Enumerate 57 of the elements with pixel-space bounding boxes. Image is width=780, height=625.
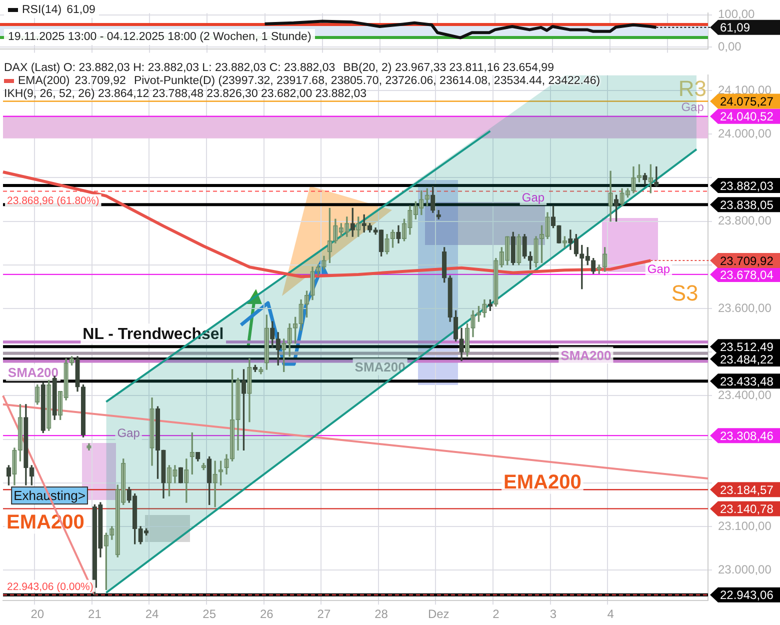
y-tick-label: 24.100,00 bbox=[718, 82, 772, 97]
ref-line-label: 23.140,78 bbox=[720, 502, 774, 516]
x-tick-label: 20 bbox=[30, 607, 44, 622]
y-tick-label: 23.800,00 bbox=[718, 214, 772, 228]
x-tick-label: 2 bbox=[492, 607, 500, 622]
annotation: SMA200 bbox=[354, 359, 406, 374]
annotation: Gap bbox=[647, 262, 670, 276]
text: BB(20, 2) 23.967,33 23.811,16 23.654,99 bbox=[343, 62, 554, 75]
x-tick-label: 28 bbox=[374, 607, 388, 622]
legend-label: EMA(200) bbox=[18, 75, 70, 87]
x-tick-label: 25 bbox=[202, 607, 216, 622]
text: 23.709,92 bbox=[74, 75, 126, 87]
annotation: EMA200 bbox=[504, 471, 582, 494]
ref-line-label: 24.075,27 bbox=[720, 94, 774, 109]
annotation: SMA200 bbox=[560, 348, 612, 363]
y-tick-label: 24.000,00 bbox=[718, 126, 772, 140]
ref-line-label: 23.308,46 bbox=[720, 428, 774, 443]
annotation: Gap bbox=[522, 190, 545, 204]
annotation: S3 bbox=[671, 280, 698, 306]
annotation: 19.11.2025 13:00 - 04.12.2025 18:00 (2 Wochen, 1 Stunde) bbox=[4, 29, 316, 45]
x-tick-label: Dez bbox=[428, 607, 450, 622]
ref-line-label: 22.943,06 (0.00%) bbox=[7, 580, 94, 593]
annotation: R3 bbox=[678, 76, 707, 101]
ref-line-label: 23.484,22 bbox=[720, 352, 774, 366]
x-tick-label: 27 bbox=[317, 607, 331, 622]
text: 61,09 bbox=[66, 4, 96, 16]
ref-line-label: 22.943,06 bbox=[720, 588, 774, 602]
ref-line-label: 23.882,03 bbox=[720, 178, 774, 193]
annotation: Gap bbox=[117, 426, 140, 440]
ref-line-label: 23.433,48 bbox=[720, 374, 774, 388]
annotation: SMA200 bbox=[8, 365, 59, 380]
data-label: 61,09 bbox=[720, 20, 750, 35]
ref-line-label: 23.868,96 (61.80%) bbox=[7, 195, 100, 208]
x-tick-label: 3 bbox=[550, 607, 557, 622]
y-tick-label: 23.000,00 bbox=[718, 562, 772, 576]
x-tick-label: 24 bbox=[145, 607, 160, 622]
y-tick-label: 100,00 bbox=[718, 7, 756, 22]
y-tick-label: 23.400,00 bbox=[718, 388, 772, 402]
x-tick-label: 26 bbox=[260, 607, 274, 622]
ref-line-label: 23.678,04 bbox=[720, 268, 774, 282]
annotation: EMA200 bbox=[6, 511, 84, 534]
data-label: 23.709,92 bbox=[720, 254, 774, 268]
annotation: Pivot-Punkte(D) (23997.32, 23917.68, 23805.70, 23726.06, 23614.08, 23534.44, 23422.46) bbox=[134, 75, 600, 88]
y-tick-label: 23.600,00 bbox=[718, 300, 772, 315]
y-tick-label: 23.100,00 bbox=[718, 518, 772, 533]
ref-line-label: 23.838,05 bbox=[720, 198, 774, 212]
ref-line-label: 23.512,49 bbox=[720, 340, 774, 354]
text: DAX (Last) O: 23.882,03 H: 23.882,03 L: 23.882,03 C: 23.882,03 bbox=[4, 62, 336, 75]
x-tick-label: 4 bbox=[607, 607, 614, 622]
ref-line-label: 23.184,57 bbox=[720, 482, 774, 497]
annotation: Exhausting> bbox=[14, 488, 86, 504]
annotation: IKH(9, 26, 52, 26) 23.864,12 23.788,48 23.826,30 23.682,00 23.882,03 bbox=[4, 88, 367, 101]
ref-line-label: 24.040,52 bbox=[720, 110, 774, 124]
legend-label: RSI(14) bbox=[22, 4, 62, 16]
x-tick-label: 21 bbox=[88, 607, 102, 622]
annotation: Gap bbox=[681, 100, 704, 114]
y-tick-label: 0,00 bbox=[718, 39, 742, 54]
